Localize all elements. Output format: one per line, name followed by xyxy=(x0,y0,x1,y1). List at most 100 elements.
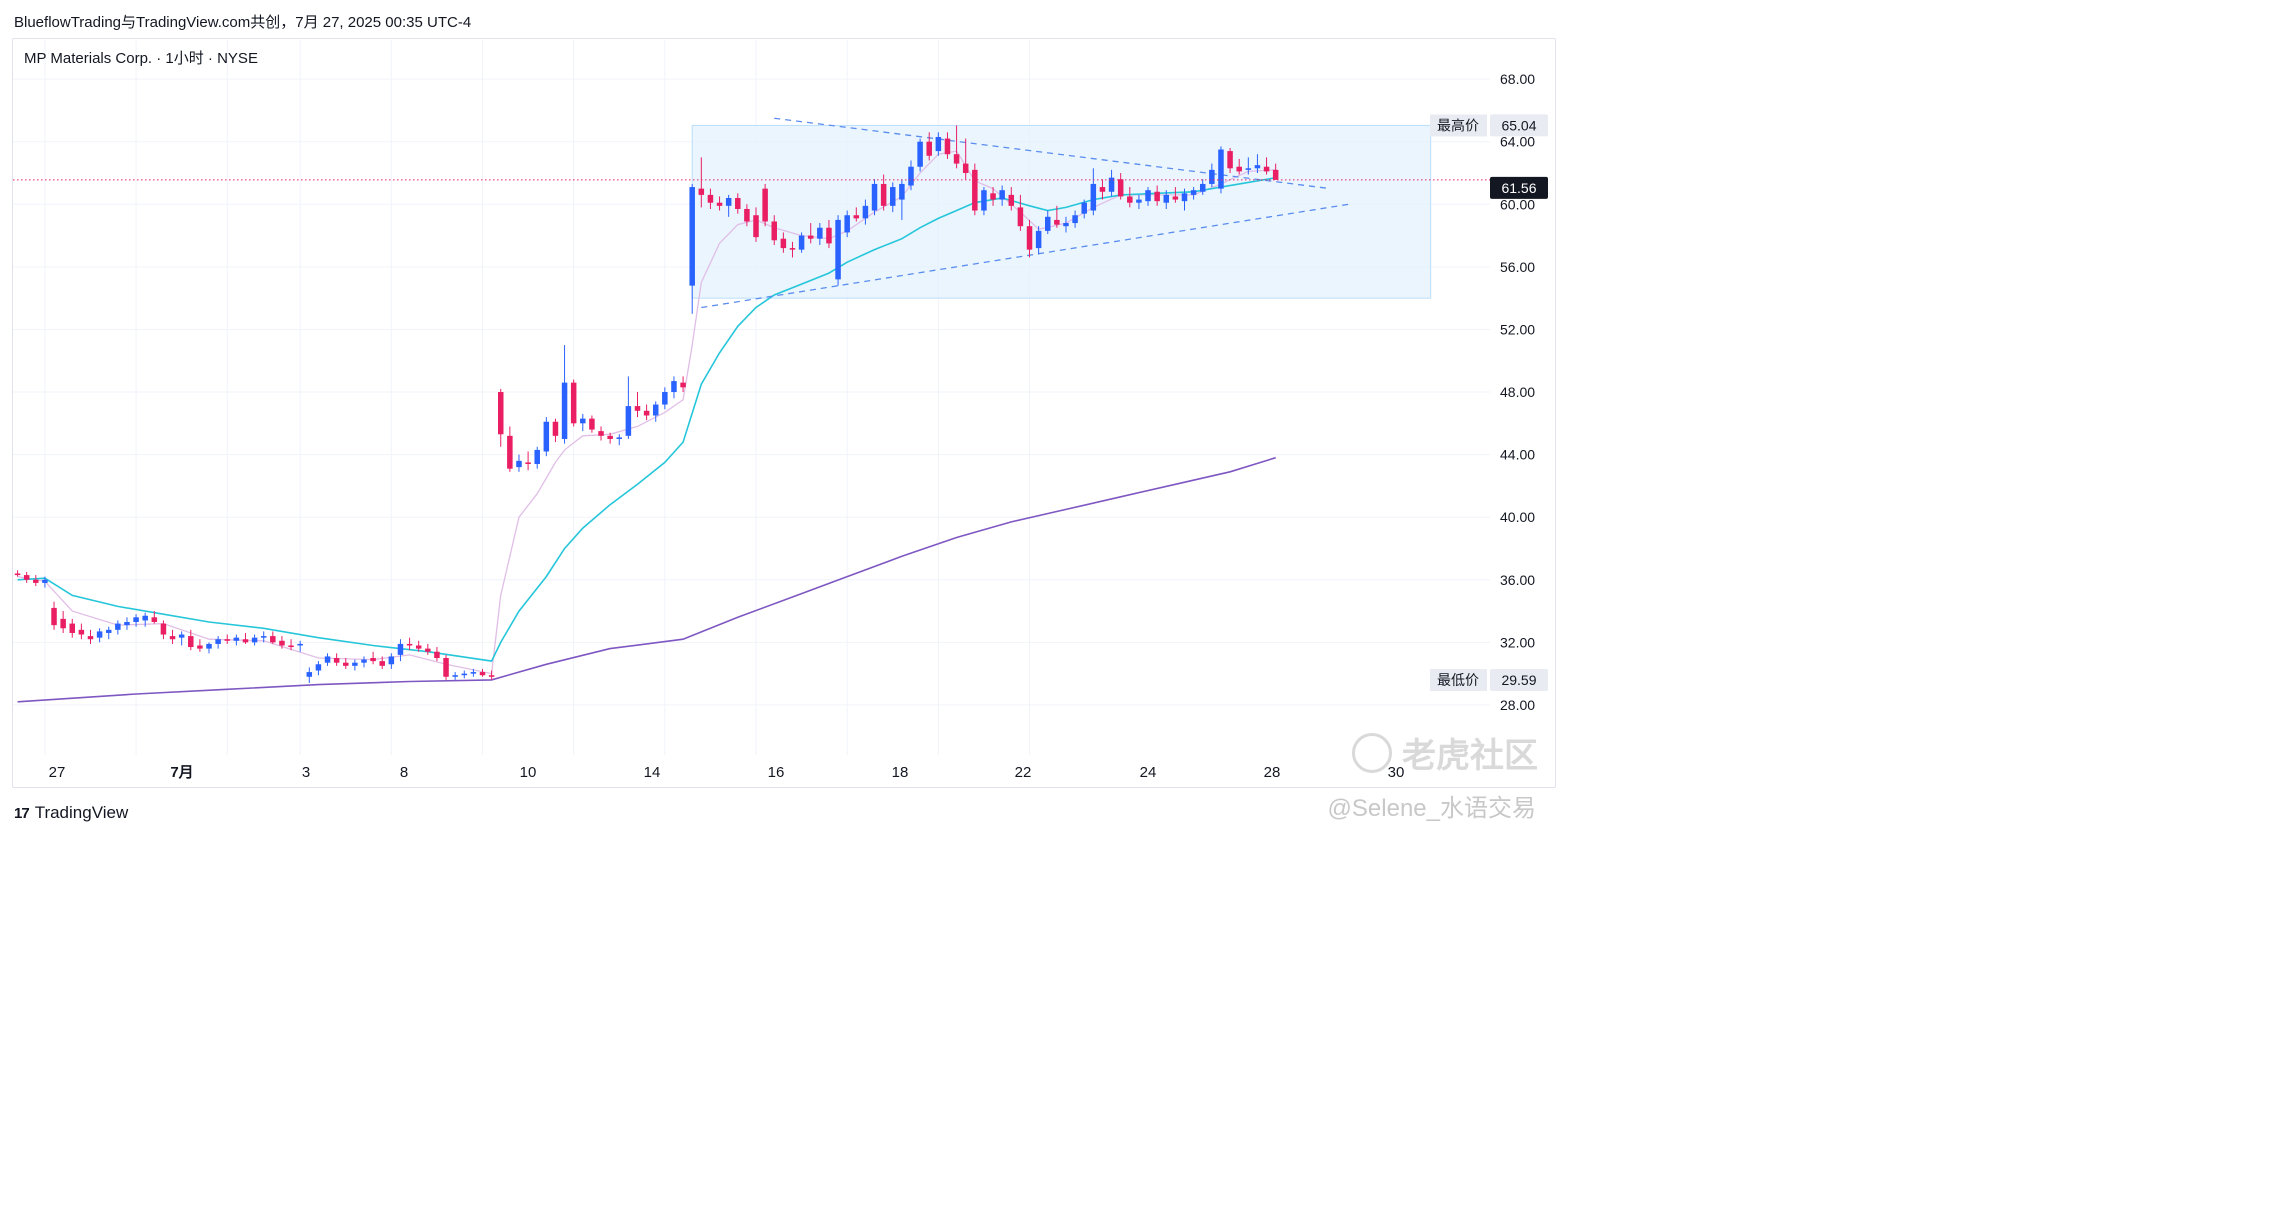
candlesticks xyxy=(14,125,1279,684)
price-tick-label: 52.00 xyxy=(1500,321,1535,337)
candle-body xyxy=(260,636,267,638)
candle xyxy=(96,628,103,643)
candle xyxy=(242,632,249,644)
candle-body xyxy=(470,672,477,674)
candle-body xyxy=(625,406,632,436)
candle-body xyxy=(652,404,659,416)
candle-body xyxy=(771,221,777,241)
price-tick-label: 44.00 xyxy=(1500,447,1535,463)
candle xyxy=(780,232,787,253)
candle xyxy=(762,183,768,227)
time-tick-label: 22 xyxy=(1015,764,1032,781)
candle-body xyxy=(899,183,905,200)
candle xyxy=(288,639,294,651)
price-tick-label: 64.00 xyxy=(1500,134,1535,150)
candle xyxy=(634,392,641,418)
candle xyxy=(926,132,932,161)
candle-body xyxy=(972,169,978,211)
candle xyxy=(972,163,978,216)
price-tick-label: 56.00 xyxy=(1500,259,1535,275)
candle-body xyxy=(826,227,832,244)
candle-body xyxy=(361,659,367,663)
candle xyxy=(580,413,586,432)
badge-caption-bg xyxy=(1430,669,1487,692)
candle xyxy=(197,639,203,652)
tradingview-logo[interactable]: 17 TradingView xyxy=(14,803,128,823)
candle xyxy=(1227,147,1233,173)
chart-legend: MP Materials Corp. · 1小时 · NYSE xyxy=(24,50,258,67)
candle-body xyxy=(1209,169,1215,184)
candle-body xyxy=(1044,216,1051,231)
candle-body xyxy=(1272,169,1279,180)
candle xyxy=(461,670,468,679)
candle-body xyxy=(935,137,942,152)
time-axis: 27 7月 3 8 10 14 16 18 22 24 28 30 xyxy=(49,764,1405,781)
candle-body xyxy=(689,187,695,286)
candle xyxy=(470,668,477,677)
candle-body xyxy=(999,190,1005,200)
candle xyxy=(370,651,376,665)
time-tick-label: 10 xyxy=(520,764,537,781)
candle-body xyxy=(206,643,212,649)
candle-body xyxy=(807,235,814,239)
candle xyxy=(1136,194,1142,209)
time-tick-label: 18 xyxy=(892,764,909,781)
tradingview-brand: TradingView xyxy=(34,803,129,822)
candle xyxy=(306,667,313,684)
candle-body xyxy=(1026,226,1033,250)
candle xyxy=(844,210,850,238)
candle-body xyxy=(352,662,358,666)
price-badges: 最高价 65.04 61.56 最低价 29.59 xyxy=(1430,114,1548,692)
candle-body xyxy=(835,219,841,280)
candle xyxy=(698,157,705,208)
badge-value-bg xyxy=(1490,176,1548,199)
candle xyxy=(707,188,714,209)
candle-body xyxy=(425,648,431,652)
candle-body xyxy=(160,623,167,635)
trendline xyxy=(774,117,1331,190)
candle xyxy=(361,656,367,668)
candle xyxy=(142,612,148,627)
candle xyxy=(1209,163,1215,188)
price-chart[interactable]: 68.00 64.00 60.00 56.00 52.00 48.00 44.00 40.00… xyxy=(0,0,1568,838)
watermark-brand: 老虎社区 xyxy=(1402,737,1538,775)
candle xyxy=(151,611,158,624)
candle-body xyxy=(488,675,495,677)
candle xyxy=(452,672,458,680)
candle xyxy=(862,199,869,225)
candle xyxy=(397,639,404,662)
candle xyxy=(133,614,139,627)
candle xyxy=(1044,210,1051,235)
candle-body xyxy=(497,392,504,435)
candle-body xyxy=(926,141,932,156)
candle xyxy=(807,223,814,244)
price-tick-label: 32.00 xyxy=(1500,634,1535,650)
candle-body xyxy=(908,166,914,186)
candle-body xyxy=(233,637,240,641)
candle-body xyxy=(78,629,85,635)
candle-body xyxy=(1254,165,1261,169)
candle-body xyxy=(1199,183,1206,192)
consolidation-zone xyxy=(691,124,1432,299)
candle-body xyxy=(51,607,57,626)
candle-body xyxy=(853,215,860,219)
candle-body xyxy=(306,672,313,677)
candle-body xyxy=(479,672,486,676)
chart-header-caption: BlueflowTrading与TradingView.com共创，7月 27,… xyxy=(14,14,472,31)
candle xyxy=(1081,199,1087,219)
price-tick-label: 60.00 xyxy=(1500,196,1535,212)
candle xyxy=(516,454,522,472)
candle xyxy=(388,653,395,669)
candle-body xyxy=(580,418,586,424)
candle xyxy=(935,132,942,156)
candle-body xyxy=(251,637,258,643)
candle xyxy=(570,379,577,427)
candle-body xyxy=(616,437,623,439)
candle-body xyxy=(862,205,869,219)
candle xyxy=(279,636,285,649)
price-badge: 最高价 65.04 xyxy=(1430,114,1548,137)
candle-body xyxy=(844,215,850,233)
candle xyxy=(105,626,112,640)
price-tick-label: 28.00 xyxy=(1500,697,1535,713)
candle xyxy=(1254,154,1261,173)
